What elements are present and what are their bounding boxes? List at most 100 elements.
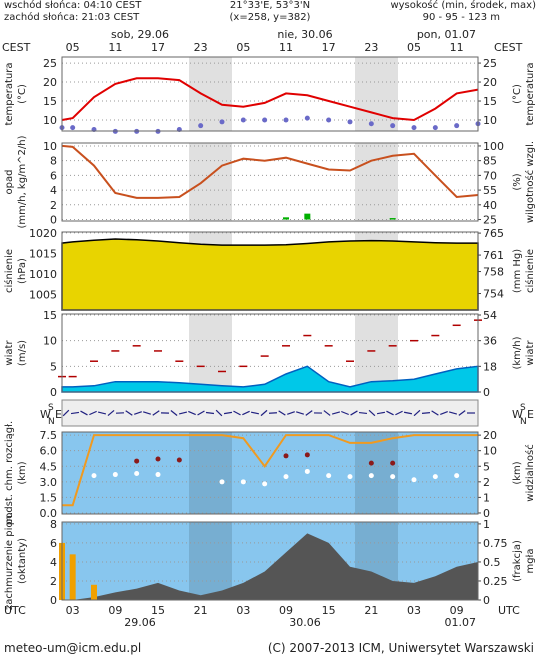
sunrise: wschód słońca: 04:10 CEST bbox=[4, 0, 142, 11]
y-axis-label: ciśnienie bbox=[3, 249, 15, 293]
wind-arrow bbox=[269, 413, 277, 414]
bar bbox=[70, 554, 76, 600]
compass: N bbox=[48, 417, 55, 427]
dot bbox=[390, 474, 395, 479]
dot bbox=[369, 461, 374, 466]
elevation: 90 - 95 - 123 m bbox=[423, 12, 500, 23]
dot bbox=[284, 117, 289, 122]
dot bbox=[454, 473, 459, 478]
footer-email: meteo-um@icm.edu.pl bbox=[4, 641, 141, 655]
bottom-zone: UTC bbox=[498, 604, 520, 617]
night-band bbox=[189, 314, 232, 392]
compass: E bbox=[527, 408, 534, 421]
bottom-tick-label: 15 bbox=[151, 604, 165, 617]
dot bbox=[305, 452, 310, 457]
night-band bbox=[189, 143, 232, 221]
night-band bbox=[189, 432, 232, 514]
y-tick-label: 6 bbox=[50, 169, 57, 182]
dot bbox=[433, 125, 438, 130]
dot bbox=[348, 119, 353, 124]
y2-tick-label: 0.75 bbox=[483, 537, 508, 550]
y2-axis-label: (km/h) bbox=[512, 336, 523, 369]
dot bbox=[113, 472, 118, 477]
y-axis-label: (hPa) bbox=[17, 258, 28, 284]
dot bbox=[220, 479, 225, 484]
dot bbox=[177, 458, 182, 463]
compass: E bbox=[55, 408, 62, 421]
y2-axis-label: temperatura bbox=[525, 62, 536, 125]
y2-tick-label: 85 bbox=[483, 155, 497, 168]
y-tick-label: 7.5 bbox=[40, 429, 58, 442]
dot bbox=[262, 481, 267, 486]
y2-tick-label: 70 bbox=[483, 169, 497, 182]
y2-tick-label: 0 bbox=[483, 594, 490, 607]
footer-copyright: (C) 2007-2013 ICM, Uniwersytet Warszawsk… bbox=[268, 641, 534, 655]
y-tick-label: 4.5 bbox=[40, 460, 58, 473]
compass: S bbox=[48, 403, 54, 413]
y2-tick-label: 765 bbox=[483, 227, 504, 240]
y-tick-label: 15 bbox=[43, 95, 57, 108]
night-band bbox=[355, 432, 398, 514]
y-tick-label: 0 bbox=[50, 594, 57, 607]
bottom-tick-label: 03 bbox=[66, 604, 80, 617]
top-tick-label: 23 bbox=[194, 41, 208, 54]
top-day: sob, 29.06 bbox=[111, 28, 169, 41]
dot bbox=[369, 473, 374, 478]
y-axis-label: wiatr bbox=[4, 340, 15, 366]
dot bbox=[348, 474, 353, 479]
top-zone: CEST bbox=[2, 41, 31, 54]
bar bbox=[304, 214, 310, 220]
y-tick-label: 1015 bbox=[29, 247, 57, 260]
dot bbox=[390, 461, 395, 466]
y2-tick-label: 0.25 bbox=[483, 575, 508, 588]
dot bbox=[220, 119, 225, 124]
y2-tick-label: 25 bbox=[483, 57, 497, 70]
dot bbox=[284, 453, 289, 458]
y-tick-label: 15 bbox=[43, 309, 57, 322]
top-tick-label: 11 bbox=[450, 41, 464, 54]
y-tick-label: 4 bbox=[50, 556, 57, 569]
y-tick-label: 4 bbox=[50, 184, 57, 197]
y-axis-label: (m/s) bbox=[17, 340, 28, 366]
y2-tick-label: 2 bbox=[483, 476, 490, 489]
y2-axis-label: (km) bbox=[512, 461, 523, 484]
dot bbox=[262, 117, 267, 122]
top-day: pon, 01.07 bbox=[417, 28, 476, 41]
y2-tick-label: 15 bbox=[483, 95, 497, 108]
y2-tick-label: 18 bbox=[483, 360, 497, 373]
dot bbox=[156, 472, 161, 477]
y2-axis-label: (mm Hg) bbox=[512, 249, 523, 293]
wind-arrow bbox=[359, 413, 367, 414]
y-axis-label: (km) bbox=[17, 461, 28, 484]
bottom-tick-label: 21 bbox=[364, 604, 378, 617]
dot bbox=[241, 479, 246, 484]
top-zone: CEST bbox=[494, 41, 523, 54]
dot bbox=[305, 116, 310, 121]
dot bbox=[134, 471, 139, 476]
y-tick-label: 1020 bbox=[29, 227, 57, 240]
y-tick-label: 1.5 bbox=[40, 491, 58, 504]
night-band bbox=[355, 143, 398, 221]
top-tick-label: 05 bbox=[407, 41, 421, 54]
y2-axis-label: (%) bbox=[512, 173, 523, 190]
y2-tick-label: 0 bbox=[483, 386, 490, 399]
y2-axis-label: mgła bbox=[525, 548, 536, 573]
grid-point: (x=258, y=382) bbox=[230, 12, 311, 23]
dot bbox=[156, 456, 161, 461]
y2-axis-label: ciśnienie bbox=[524, 249, 536, 293]
dot bbox=[390, 123, 395, 128]
night-band bbox=[189, 522, 232, 600]
dot bbox=[305, 469, 310, 474]
dot bbox=[454, 123, 459, 128]
y2-tick-label: 10 bbox=[483, 445, 497, 458]
top-tick-label: 17 bbox=[151, 41, 165, 54]
y-tick-label: 8 bbox=[50, 518, 57, 531]
y2-axis-label: wiatr bbox=[525, 340, 536, 366]
y2-tick-label: 761 bbox=[483, 249, 504, 262]
y-tick-label: 0 bbox=[50, 386, 57, 399]
y-tick-label: 10 bbox=[43, 114, 57, 127]
dot bbox=[198, 123, 203, 128]
y2-tick-label: 55 bbox=[483, 184, 497, 197]
y2-tick-label: 0.5 bbox=[483, 556, 501, 569]
compass: S bbox=[520, 403, 526, 413]
